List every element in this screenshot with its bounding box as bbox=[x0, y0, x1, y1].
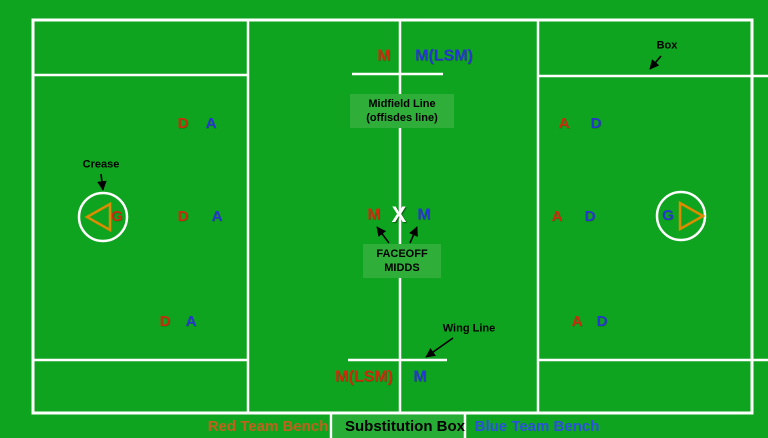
faceoff-x-marker: X bbox=[391, 201, 407, 227]
faceoff-label-line1: FACEOFF bbox=[376, 248, 428, 260]
substitution-box-label: Substitution Box bbox=[345, 418, 465, 435]
wing-line-arrow bbox=[425, 337, 454, 358]
player-marker: A bbox=[205, 115, 217, 132]
box-arrow bbox=[649, 55, 662, 70]
right-goalie-label: G bbox=[662, 207, 674, 224]
player-marker: A bbox=[571, 313, 583, 330]
field-boundary-line bbox=[31, 18, 754, 415]
faceoff-mid-blue: M bbox=[417, 206, 431, 224]
crease-label: Crease bbox=[82, 158, 120, 171]
player-marker: A bbox=[551, 208, 563, 225]
player-marker: D bbox=[159, 313, 171, 330]
player-marker: A bbox=[185, 313, 197, 330]
midfield-line-label-line1: Midfield Line bbox=[368, 98, 436, 110]
top-midfielder-red: M bbox=[377, 47, 391, 65]
goal-triangle-right bbox=[678, 200, 706, 232]
player-marker: A bbox=[211, 208, 223, 225]
player-marker: D bbox=[584, 208, 596, 225]
player-marker: D bbox=[177, 115, 189, 132]
bottom-lsm-red: M(LSM) bbox=[335, 368, 393, 386]
box-label: Box bbox=[656, 39, 678, 52]
top-lsm-blue: M(LSM) bbox=[415, 47, 473, 65]
midfield-line-label: Midfield Line (offisdes line) bbox=[350, 94, 454, 128]
midfield-line-label-line2: (offisdes line) bbox=[366, 112, 438, 124]
faceoff-arrow-left bbox=[376, 226, 390, 244]
crease-arrow bbox=[97, 173, 107, 191]
faceoff-mid-red: M bbox=[367, 206, 381, 224]
player-marker: A bbox=[558, 115, 570, 132]
player-marker: D bbox=[590, 115, 602, 132]
player-marker: D bbox=[177, 208, 189, 225]
faceoff-arrow-right bbox=[409, 226, 418, 244]
crease-circle-left bbox=[77, 191, 129, 243]
bottom-midfielder-blue: M bbox=[413, 368, 427, 386]
player-marker: D bbox=[596, 313, 608, 330]
red-team-bench-label: Red Team Bench bbox=[207, 418, 329, 435]
blue-team-bench-label: Blue Team Bench bbox=[474, 418, 600, 435]
left-goalie-label: G bbox=[111, 208, 123, 225]
goal-triangle-left bbox=[84, 201, 112, 233]
wing-line-label: Wing Line bbox=[442, 322, 496, 335]
substitution-box-area bbox=[333, 415, 464, 438]
faceoff-midds-label: FACEOFF MIDDS bbox=[363, 244, 441, 278]
faceoff-label-line2: MIDDS bbox=[384, 262, 420, 274]
